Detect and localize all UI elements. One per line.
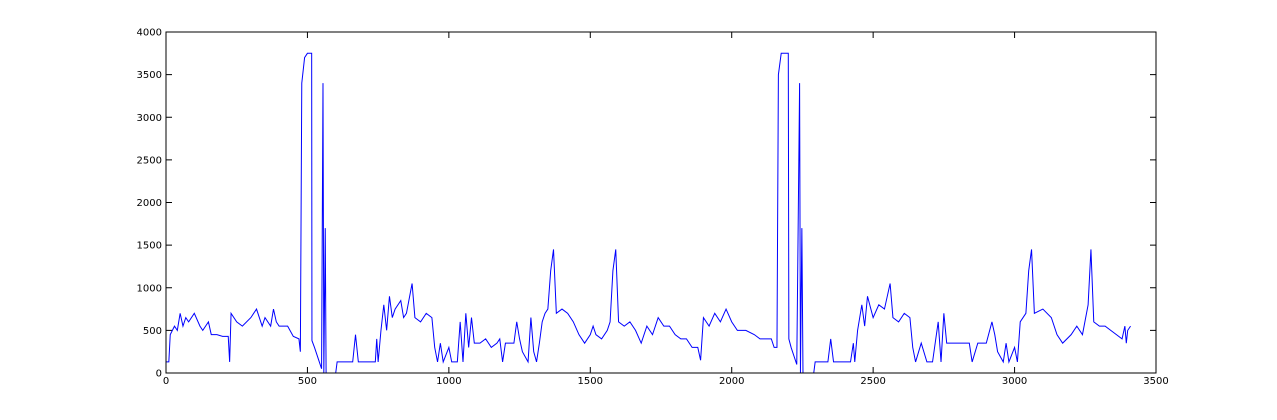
x-tick-label: 500 [298,376,317,387]
x-tick-label: 0 [163,376,169,387]
y-tick-label: 1500 [137,241,162,252]
y-tick-label: 500 [143,326,162,337]
y-tick-label: 3000 [137,113,162,124]
y-tick-label: 2500 [137,155,162,166]
axes-box [165,31,1157,374]
y-tick-label: 3500 [137,70,162,81]
x-tick-label: 1000 [436,376,461,387]
x-tick-label: 2500 [860,376,885,387]
x-tick-label: 3000 [1002,376,1027,387]
y-tick-label: 4000 [137,28,162,39]
plot-area [166,32,1156,373]
data-line [166,52,1131,374]
y-tick-label: 1000 [137,283,162,294]
x-tick-label: 2000 [719,376,744,387]
x-tick-label: 1500 [578,376,603,387]
y-tick-label: 0 [156,369,162,380]
y-tick-label: 2000 [137,198,162,209]
x-tick-label: 3500 [1143,376,1168,387]
